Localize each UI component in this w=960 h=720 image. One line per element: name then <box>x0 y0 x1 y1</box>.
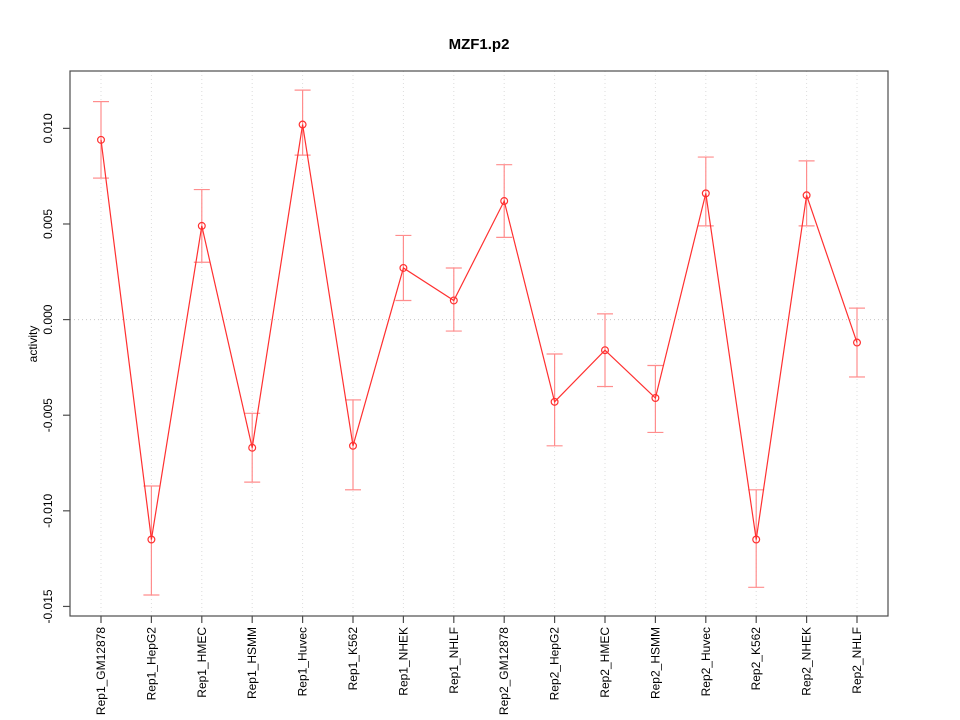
x-tick-label: Rep2_GM12878 <box>497 627 511 715</box>
data-point <box>500 197 509 206</box>
x-tick-label: Rep1_K562 <box>346 627 360 691</box>
data-point <box>399 263 408 272</box>
x-tick-label: Rep1_NHLF <box>447 627 461 694</box>
y-tick-label: 0.000 <box>41 304 55 334</box>
x-tick-label: Rep2_NHLF <box>850 627 864 694</box>
plot-border <box>69 70 889 617</box>
x-tick-label: Rep1_GM12878 <box>94 627 108 715</box>
data-point <box>651 394 660 403</box>
data-point <box>752 535 761 544</box>
y-tick-label: -0.015 <box>41 589 55 623</box>
data-point <box>852 338 861 347</box>
x-tick-label: Rep2_K562 <box>749 627 763 691</box>
data-point <box>550 397 559 406</box>
y-tick-label: -0.005 <box>41 398 55 432</box>
data-point <box>96 135 105 144</box>
data-point <box>449 296 458 305</box>
data-point <box>349 441 358 450</box>
x-tick-label: Rep1_Huvec <box>296 627 310 696</box>
data-point <box>600 346 609 355</box>
x-tick-label: Rep2_NHEK <box>800 627 814 696</box>
x-tick-label: Rep2_HMEC <box>598 627 612 698</box>
data-point <box>197 221 206 230</box>
x-tick-label: Rep1_HSMM <box>245 627 259 699</box>
y-tick-label: 0.010 <box>41 113 55 143</box>
y-tick-label: -0.010 <box>41 493 55 527</box>
x-tick-label: Rep2_HepG2 <box>548 627 562 701</box>
x-tick-label: Rep2_HSMM <box>648 627 662 699</box>
x-tick-label: Rep1_HMEC <box>195 627 209 698</box>
y-tick-label: 0.005 <box>41 209 55 239</box>
data-point <box>298 120 307 129</box>
data-point <box>701 189 710 198</box>
data-point <box>147 535 156 544</box>
x-tick-label: Rep1_HepG2 <box>144 627 158 701</box>
data-point <box>248 443 257 452</box>
chart-title: MZF1.p2 <box>448 36 510 53</box>
x-tick-label: Rep2_Huvec <box>699 627 713 696</box>
x-tick-label: Rep1_NHEK <box>396 627 410 696</box>
series-line <box>100 124 858 540</box>
data-point <box>802 191 811 200</box>
